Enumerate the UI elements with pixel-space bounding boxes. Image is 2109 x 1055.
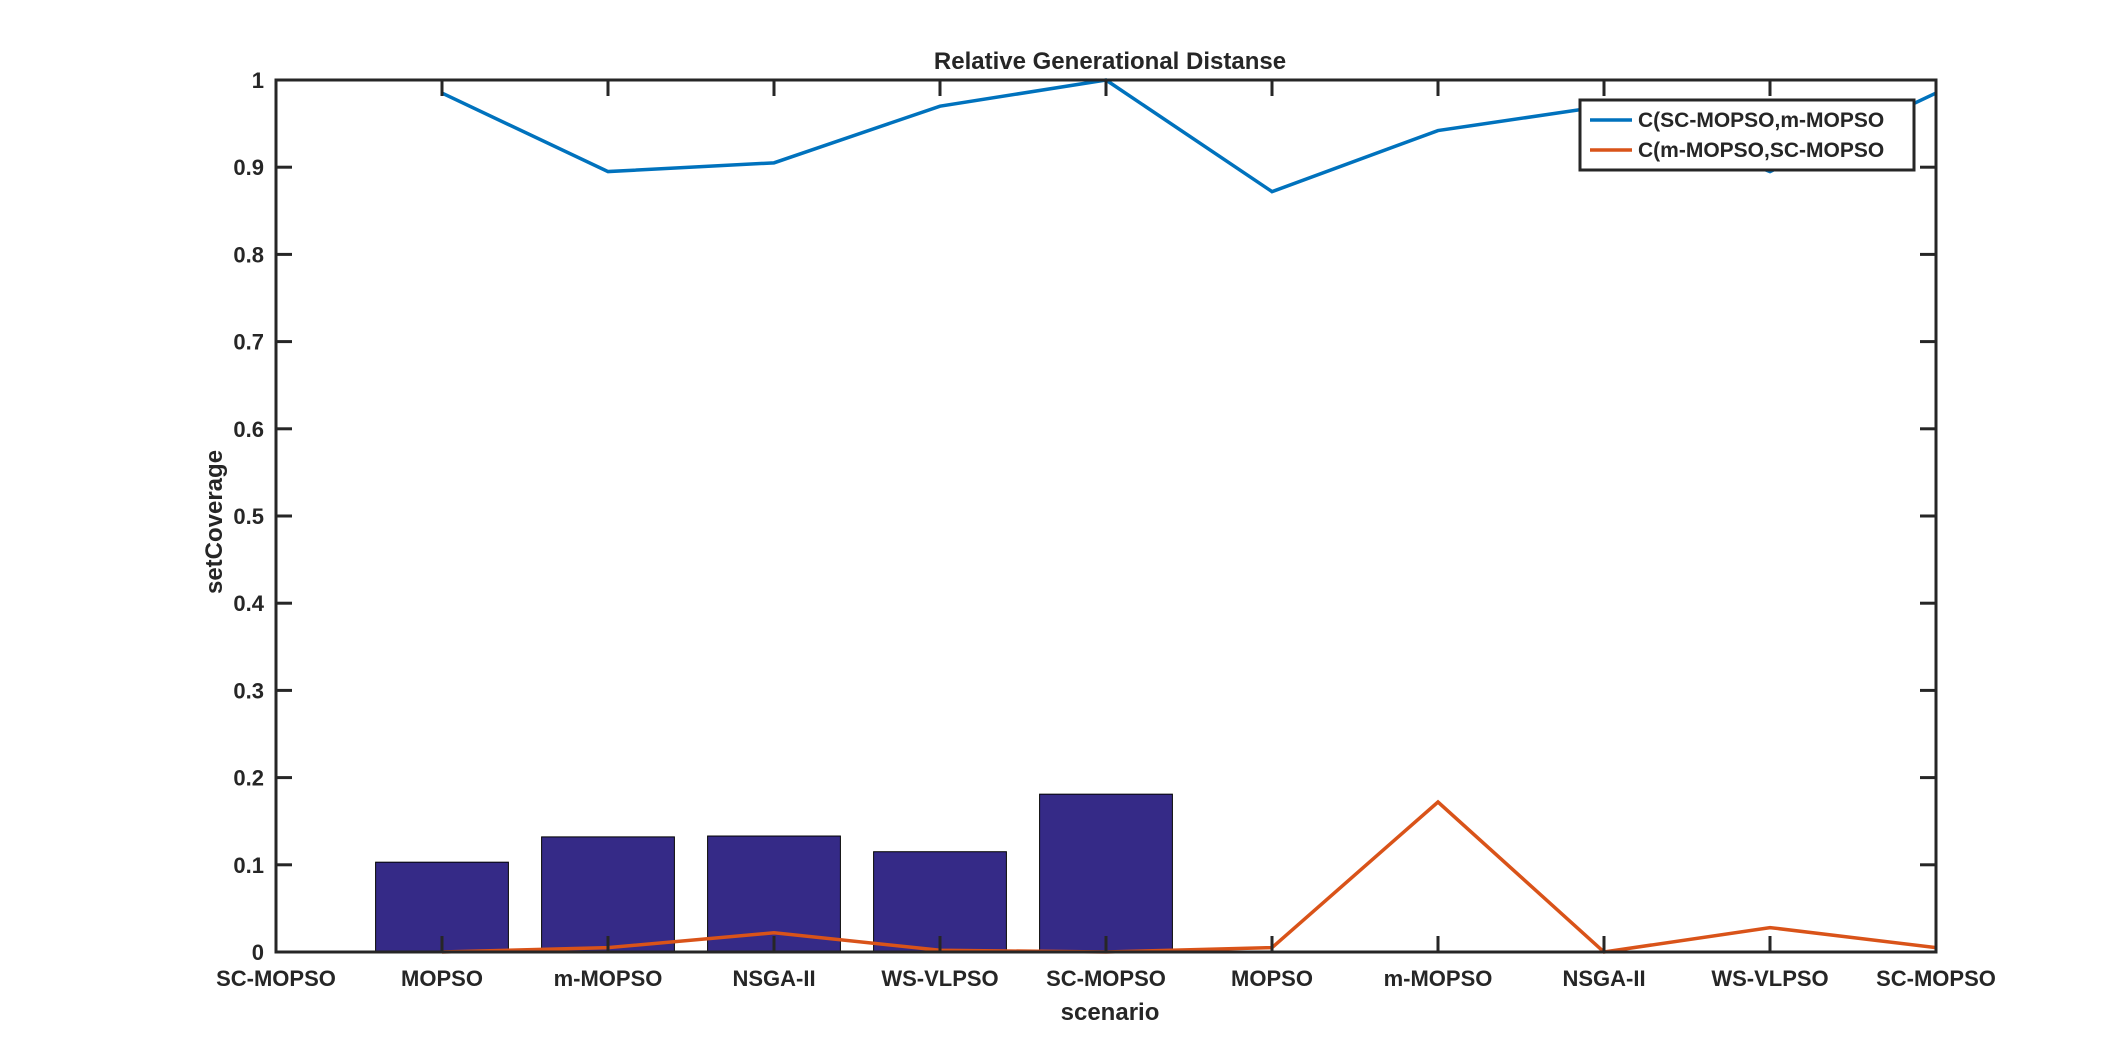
x-ticks: SC-MOPSO MOPSO m-MOPSO NSGA-II WS-VLPSO SC-MO… <box>216 80 1996 991</box>
y-tick-label-4: 0.4 <box>233 591 264 616</box>
x-tick-label-2: m-MOPSO <box>554 966 663 991</box>
x-tick-label-7: m-MOPSO <box>1384 966 1493 991</box>
y-tick-label-7: 0.7 <box>233 330 264 355</box>
y-tick-label-1: 0.1 <box>233 853 264 878</box>
bar-4 <box>873 851 1007 953</box>
y-axis-label: setCoverage <box>201 450 228 594</box>
bar-3 <box>707 835 841 953</box>
x-tick-label-0: SC-MOPSO <box>216 966 336 991</box>
y-tick-label-9: 0.9 <box>233 155 264 180</box>
x-tick-label-1: MOPSO <box>401 966 483 991</box>
series-line-1 <box>441 799 1937 954</box>
x-axis-label: scenario <box>1061 999 1160 1026</box>
x-tick-label-3: NSGA-II <box>732 966 815 991</box>
x-tick-label-8: NSGA-II <box>1562 966 1645 991</box>
y-tick-label-5: 0.5 <box>233 504 264 529</box>
x-tick-label-5: SC-MOPSO <box>1046 966 1166 991</box>
y-tick-label-0: 0 <box>252 940 264 965</box>
chart-title: Relative Generational Distanse <box>934 48 1286 75</box>
legend-label-1: C(m-MOPSO,SC-MOPSO <box>1638 139 1884 162</box>
y-tick-label-3: 0.3 <box>233 678 264 703</box>
x-tick-label-4: WS-VLPSO <box>881 966 998 991</box>
y-ticks: 0 0.1 0.2 0.3 0.4 0.5 0.6 0.7 0.8 0.9 1 <box>233 68 1936 965</box>
y-tick-label-2: 0.2 <box>233 766 264 791</box>
legend: C(SC-MOPSO,m-MOPSO C(m-MOPSO,SC-MOPSO <box>1578 98 1916 172</box>
y-tick-label-8: 0.8 <box>233 242 264 267</box>
bar-2 <box>541 836 675 953</box>
legend-label-0: C(SC-MOPSO,m-MOPSO <box>1638 109 1884 132</box>
y-tick-label-6: 0.6 <box>233 417 264 442</box>
x-tick-label-10: SC-MOPSO <box>1876 966 1996 991</box>
x-tick-label-9: WS-VLPSO <box>1711 966 1828 991</box>
x-tick-label-6: MOPSO <box>1231 966 1313 991</box>
bar-5 <box>1039 793 1173 953</box>
y-tick-label-10: 1 <box>252 68 264 93</box>
legend-box <box>1578 98 1916 172</box>
